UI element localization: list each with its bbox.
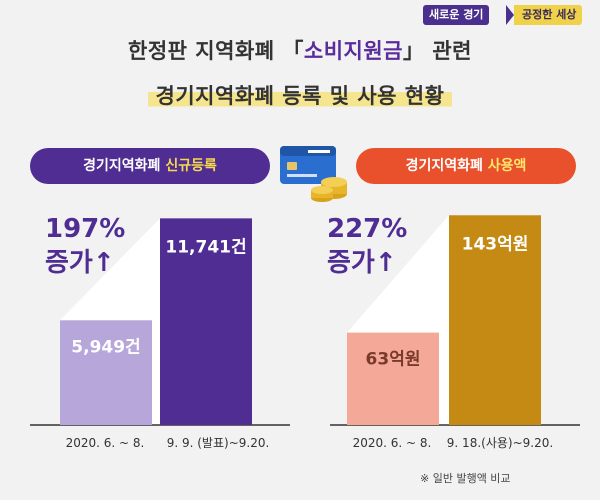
increase-right: 227% 증가↑ bbox=[327, 212, 407, 280]
page-subtitle: 경기지역화폐 등록 및 사용 현황 bbox=[147, 80, 453, 110]
x-tick-label: 9. 9. (발표)~9.20. bbox=[167, 436, 270, 450]
x-tick-label: 2020. 6. ~ 8. bbox=[66, 436, 145, 450]
bar-usage-1 bbox=[449, 215, 541, 425]
badge-fair-world: 공정한 세상 bbox=[514, 5, 583, 25]
increase-left-percent: 197% bbox=[45, 214, 126, 244]
pill-new-registration: 경기지역화폐 신규등록 bbox=[30, 148, 270, 184]
title-line1-highlight: 소비지원금 bbox=[303, 39, 404, 63]
bar-registration-1 bbox=[160, 218, 252, 425]
badge-new-gyeonggi: 새로운 경기 bbox=[423, 5, 490, 25]
bar-usage-0 bbox=[347, 332, 439, 425]
x-tick-label: 2020. 6. ~ 8. bbox=[353, 436, 432, 450]
x-tick-label: 9. 18.(사용)~9.20. bbox=[447, 436, 553, 450]
data-label: 5,949건 bbox=[71, 337, 140, 357]
increase-left: 197% 증가↑ bbox=[45, 212, 125, 280]
pill-usage-amount: 경기지역화폐 사용액 bbox=[356, 148, 576, 184]
title-line1-pre: 한정판 지역화폐 「 bbox=[128, 39, 304, 63]
up-arrow-icon: ↑ bbox=[374, 248, 397, 278]
footnote: ※ 일반 발행액 비교 bbox=[420, 472, 511, 485]
page-title: 한정판 지역화폐 「소비지원금」 관련 bbox=[0, 35, 600, 65]
data-label: 143억원 bbox=[462, 234, 529, 254]
pill-right-accent: 사용액 bbox=[487, 158, 527, 174]
data-label: 63억원 bbox=[366, 350, 421, 370]
pill-left-pre: 경기지역화폐 bbox=[83, 158, 166, 174]
increase-left-text: 증가 bbox=[45, 248, 93, 278]
pill-right-pre: 경기지역화폐 bbox=[405, 158, 488, 174]
badge-arrow-icon bbox=[506, 5, 514, 25]
card-with-coins-icon bbox=[280, 146, 347, 202]
title-line1-post: 」 관련 bbox=[403, 39, 472, 63]
increase-right-percent: 227% bbox=[327, 214, 408, 244]
pill-left-accent: 신규등록 bbox=[165, 158, 217, 174]
increase-right-text: 증가 bbox=[327, 248, 375, 278]
bar-registration-0 bbox=[60, 320, 152, 425]
data-label: 11,741건 bbox=[165, 237, 246, 257]
